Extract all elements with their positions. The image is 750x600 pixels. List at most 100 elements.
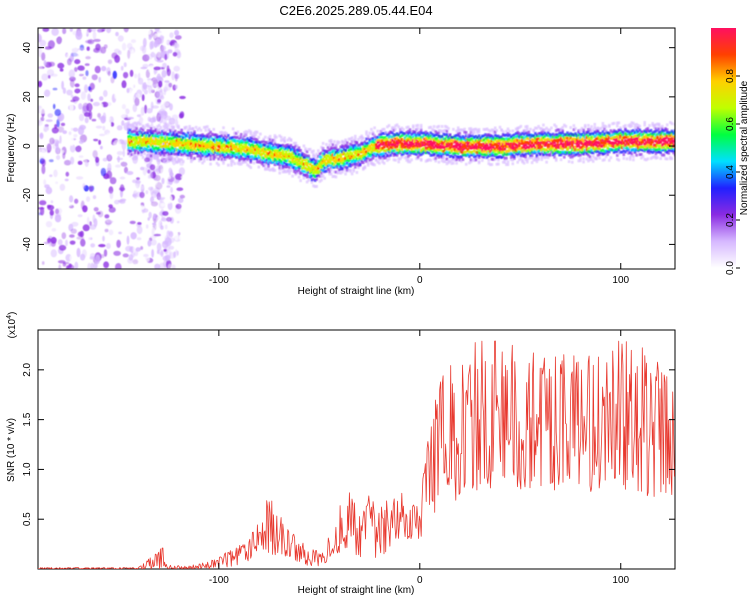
spectrogram-noise-cell — [168, 231, 174, 238]
spectrogram-noise-cell — [147, 240, 152, 247]
spectrogram-cell — [445, 150, 449, 154]
spectrogram-cell — [427, 136, 431, 140]
spectrogram-cell — [418, 144, 421, 148]
spectrogram-noise-cell — [134, 97, 140, 107]
spectrogram-cell — [373, 139, 376, 142]
spectrogram-cell — [379, 129, 383, 133]
spectrogram-cell — [133, 141, 137, 145]
spectrogram-noise-cell — [43, 179, 47, 186]
spectrogram-cell — [286, 169, 290, 172]
spectrogram-cell — [223, 134, 227, 138]
spectrogram-cell — [522, 145, 526, 149]
spectrogram-cell — [299, 153, 302, 157]
spectrogram-noise-cell — [127, 156, 133, 166]
spectrogram-cell — [622, 136, 626, 140]
spectrogram-cell — [204, 146, 208, 150]
spectrogram-cell — [464, 140, 468, 144]
spectrogram-noise-cell — [49, 209, 54, 216]
spectrogram-cell — [673, 135, 675, 139]
spectrogram-cell — [392, 152, 396, 156]
spectrogram-cell — [540, 135, 544, 139]
spectrogram-cell — [649, 147, 653, 150]
spectrogram-cell — [137, 121, 140, 125]
spectrogram-cell — [321, 141, 325, 145]
spectrogram-noise-cell — [54, 214, 62, 223]
spectrogram-cell — [653, 126, 656, 129]
spectrogram-cell — [350, 143, 354, 147]
spectrogram-cell — [143, 146, 146, 150]
spectrogram-cell — [198, 157, 201, 160]
spectrogram-cell — [431, 132, 434, 136]
spectrogram-cell — [272, 158, 275, 162]
spectrogram-cell — [450, 154, 453, 158]
spectrogram-cell — [190, 157, 193, 161]
spectrogram-cell — [170, 143, 174, 147]
spectrogram-cell — [403, 132, 407, 136]
spectrogram-cell — [149, 138, 153, 141]
spectrogram-cell — [376, 160, 380, 164]
spectrogram-cell — [305, 157, 309, 161]
spectrogram-cell — [278, 160, 281, 164]
spectrogram-cell — [244, 141, 248, 145]
spectrogram-cell — [182, 145, 185, 149]
spectrogram-noise-cell — [138, 185, 145, 190]
spectrogram-cell — [382, 149, 386, 153]
spectrogram-cell — [410, 138, 413, 142]
spectrogram-cell — [588, 150, 592, 154]
spectrogram-cell — [554, 147, 558, 151]
spectrogram-cell — [505, 153, 508, 157]
spectrogram-cell — [509, 139, 513, 142]
spectrogram-cell — [509, 135, 513, 139]
spectrogram-cell — [657, 138, 661, 142]
spectrogram-cell — [485, 135, 489, 139]
spectrogram-cell — [190, 133, 193, 137]
spectrogram-cell — [185, 150, 188, 153]
spectrogram-cell — [291, 151, 294, 155]
spectrogram-cell — [326, 159, 330, 163]
spectrogram-cell — [529, 151, 532, 155]
spectrogram-noise-cell — [161, 194, 165, 198]
spectrogram-cell — [225, 139, 228, 143]
spectrogram-cell — [268, 154, 272, 158]
spectrogram-cell — [407, 143, 410, 147]
spectrogram-noise-cell — [89, 224, 97, 230]
spectrogram-cell — [354, 151, 357, 155]
spectrogram-cell — [653, 146, 656, 150]
spectrogram-cell — [334, 147, 338, 151]
spectrogram-noise-cell — [41, 85, 46, 94]
spectrogram-cell — [468, 150, 471, 154]
spectrogram-cell — [635, 123, 638, 126]
spectrogram-cell — [180, 131, 183, 135]
spectrogram-cell — [575, 138, 579, 141]
spectrogram-cell — [598, 134, 601, 137]
spectrogram-cell — [294, 154, 298, 157]
spectrogram-cell — [479, 136, 482, 140]
spectrogram-cell — [516, 144, 519, 148]
spectrogram-cell — [419, 157, 423, 161]
spectrogram-cell — [431, 153, 434, 157]
spectrogram-cell — [503, 147, 507, 151]
spectrogram-cell — [493, 149, 497, 153]
spectrogram-cell — [485, 138, 489, 142]
spectrogram-cell — [321, 168, 325, 172]
spectrogram-noise-cell — [51, 127, 59, 134]
spectrogram-cell — [251, 155, 254, 158]
spectrogram-cell — [222, 153, 225, 157]
snr-x-tick-label: -100 — [209, 575, 229, 586]
spectrogram-cell — [487, 133, 490, 136]
spectrogram-cell — [190, 160, 193, 163]
spectrogram-cell — [199, 157, 203, 161]
spectrogram-cell — [628, 151, 632, 155]
spectrogram-cell — [635, 131, 638, 134]
spectrogram-cell — [448, 133, 452, 137]
spectrogram-cell — [548, 144, 552, 148]
spectrogram-cell — [270, 159, 273, 163]
spectrogram-cell — [563, 142, 566, 146]
spectrogram-cell — [283, 139, 286, 143]
spectrogram-cell — [434, 133, 437, 137]
spectrogram-cell — [407, 134, 410, 138]
spectrogram-cell — [180, 143, 183, 147]
spectrogram-noise-cell — [58, 264, 62, 269]
spectrogram-cell — [381, 139, 384, 142]
